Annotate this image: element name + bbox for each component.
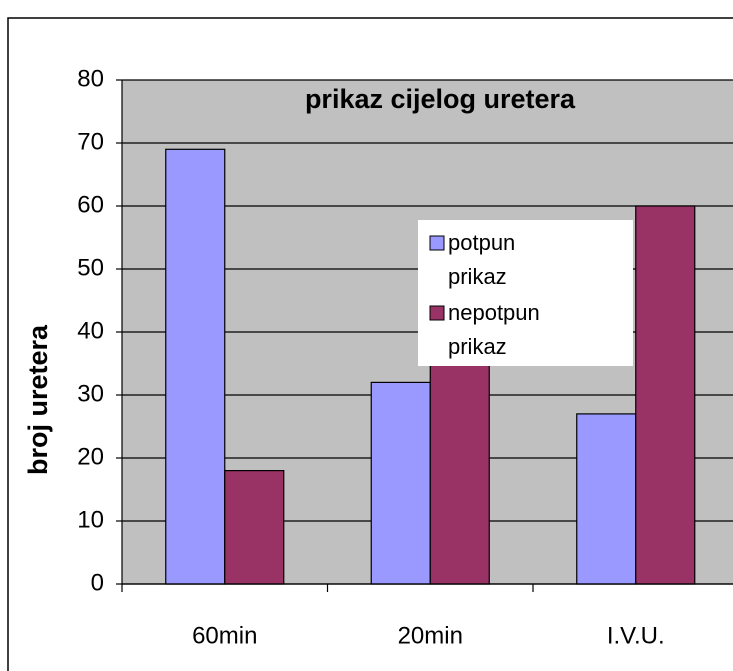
bar	[429, 350, 490, 585]
bar	[224, 470, 285, 585]
y-tick-label: 30	[77, 380, 104, 407]
bar	[576, 413, 637, 585]
y-axis-label: broj uretera	[23, 324, 53, 475]
legend-entry: nepotpun prikaz	[448, 300, 540, 359]
legend-swatch	[429, 235, 445, 251]
legend-box	[418, 220, 633, 366]
bar	[635, 205, 696, 585]
x-tick-label: 20min	[398, 622, 463, 649]
y-tick-label: 60	[77, 191, 104, 218]
legend-swatch	[429, 305, 445, 321]
x-tick-label: 60min	[192, 622, 257, 649]
legend-label: nepotpun prikaz	[448, 300, 540, 359]
y-tick-label: 20	[77, 443, 104, 470]
bar	[370, 381, 431, 585]
bar	[165, 148, 226, 585]
y-tick-label: 70	[77, 128, 104, 155]
y-tick-label: 50	[77, 254, 104, 281]
chart-title: prikaz cijelog uretera	[305, 84, 576, 114]
legend-entry: potpun prikaz	[448, 230, 516, 289]
y-tick-label: 80	[77, 65, 104, 92]
y-tick-label: 40	[77, 317, 104, 344]
y-tick-label: 0	[91, 569, 104, 596]
x-tick-label: I.V.U.	[607, 622, 665, 649]
legend-label: potpun prikaz	[448, 230, 516, 289]
y-tick-label: 10	[77, 506, 104, 533]
